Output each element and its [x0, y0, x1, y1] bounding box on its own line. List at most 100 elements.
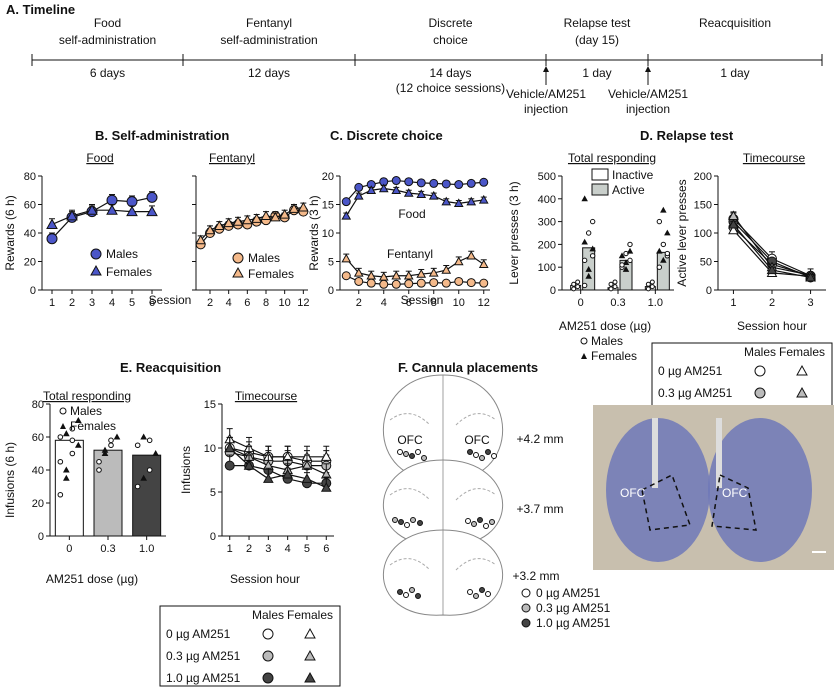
- y-tick-label: 0: [550, 285, 556, 297]
- dose-legend-male-marker: [754, 365, 766, 377]
- food-subtitle: Food: [86, 151, 113, 165]
- reacq-time-subtitle: Timecourse: [235, 389, 298, 403]
- data-point: [656, 264, 663, 270]
- food-sa-chart: 0 20 40 60 80 1 2 3 4 5 6 Males Females: [24, 171, 162, 309]
- data-point: [378, 183, 389, 193]
- y-tick-label: 20: [322, 171, 334, 183]
- x-tick-label: 10: [279, 297, 291, 309]
- data-point: [297, 201, 309, 212]
- data-point: [429, 178, 439, 188]
- cannula-tip: [485, 449, 491, 455]
- timeline-title: A. Timeline: [6, 2, 75, 17]
- data-point: [62, 466, 70, 473]
- data-point: [454, 180, 464, 190]
- data-point: [126, 196, 138, 208]
- data-point: [251, 213, 263, 223]
- scale-bar: [812, 551, 826, 553]
- data-point: [575, 279, 581, 285]
- legend-label-females: Females: [106, 265, 152, 279]
- data-point: [479, 278, 489, 288]
- atlas-region: [455, 488, 497, 501]
- y-tick-label: 0: [30, 285, 36, 297]
- cannula-tip: [397, 589, 403, 595]
- x-tick-label: 4: [226, 297, 232, 309]
- cannula-legend-03-marker: [521, 603, 531, 613]
- timeline-phase-name: Discrete: [428, 16, 472, 30]
- dose-legend-female-marker: [796, 364, 808, 376]
- y-tick-label: 20: [32, 498, 44, 510]
- data-point: [627, 241, 633, 248]
- panel-c-xlabel: Session: [401, 293, 444, 307]
- data-point: [243, 460, 255, 470]
- y-tick-label: 5: [210, 487, 216, 499]
- data-point: [428, 267, 439, 277]
- legend-active-label: Active: [612, 183, 645, 197]
- data-point: [728, 218, 739, 229]
- data-point: [223, 217, 235, 228]
- cannula-tip: [483, 523, 489, 529]
- cannula-tip: [398, 519, 404, 525]
- data-point: [664, 250, 671, 257]
- histology-ofc-right: OFC: [722, 486, 748, 500]
- data-point: [585, 272, 592, 279]
- data-point: [571, 286, 577, 292]
- legend-marker-males: [232, 252, 244, 264]
- data-point: [403, 188, 414, 197]
- dose-legend-row: 0 µg AM251: [166, 627, 231, 641]
- timeline-phase-name: self-administration: [59, 33, 156, 47]
- injection-label: Vehicle/AM251: [608, 87, 688, 101]
- data-point: [282, 468, 294, 479]
- cannula-legend-0: 0 µg AM251: [536, 586, 601, 600]
- dose-legend-male-marker: [262, 628, 274, 640]
- relapse-time-chart: 0 50 100 150 200 1 2 3: [694, 171, 826, 309]
- data-point: [366, 278, 376, 288]
- series-line: [229, 438, 327, 458]
- x-tick-label: 0.3: [100, 543, 115, 555]
- data-point: [441, 196, 452, 206]
- reacq-total-ylabel: Infusions (6 h): [3, 442, 17, 518]
- x-tick-label: 2: [246, 543, 252, 555]
- data-point: [86, 204, 98, 215]
- y-tick-label: 40: [32, 465, 44, 477]
- histology-ofc-outline-right: [711, 473, 757, 531]
- data-point: [320, 482, 332, 492]
- timeline-phase-duration: 14 days: [429, 66, 471, 80]
- relapse-bar-legend: Inactive Active: [591, 168, 654, 197]
- data-point: [288, 203, 300, 213]
- timeline-phase-duration: 1 day: [720, 66, 749, 80]
- cannula-tip: [473, 452, 479, 458]
- cannula-legend: 0 µg AM251 0.3 µg AM251 1.0 µg AM251: [521, 586, 611, 630]
- data-point: [341, 253, 352, 263]
- y-tick-label: 0: [210, 531, 216, 543]
- data-point: [260, 210, 272, 220]
- y-tick-label: 15: [322, 200, 334, 212]
- y-tick-label: 10: [322, 228, 334, 240]
- y-tick-label: 500: [538, 171, 556, 183]
- x-tick-label: 4: [381, 297, 387, 309]
- legend-marker-females: [232, 266, 244, 278]
- dose-legend-row: 1.0 µg AM251: [166, 671, 241, 685]
- data-point: [622, 259, 630, 266]
- dose-legend-male-marker: [754, 387, 766, 399]
- relapse-total-xlabel: AM251 dose (µg): [559, 319, 651, 333]
- data-point: [622, 266, 630, 272]
- relapse-time-subtitle: Timecourse: [743, 151, 806, 165]
- y-tick-label: 40: [24, 228, 36, 240]
- data-point: [429, 278, 439, 288]
- data-point: [224, 442, 236, 453]
- data-point: [279, 208, 291, 219]
- data-point: [108, 437, 114, 444]
- data-point: [664, 229, 671, 236]
- data-point: [479, 177, 489, 187]
- data-point: [805, 271, 816, 282]
- cannula-tip: [404, 522, 410, 528]
- relapse-total-subtitle: Total responding: [568, 151, 656, 165]
- x-tick-label: 1.0: [139, 543, 154, 555]
- dose-legend-row: 0.3 µg AM251: [166, 649, 241, 663]
- cannula-tip: [473, 593, 479, 599]
- data-point: [353, 190, 364, 200]
- timeline-phase-duration: (12 choice sessions): [396, 81, 505, 95]
- data-point: [416, 278, 426, 288]
- atlas-region: [389, 558, 431, 571]
- data-point: [140, 433, 148, 440]
